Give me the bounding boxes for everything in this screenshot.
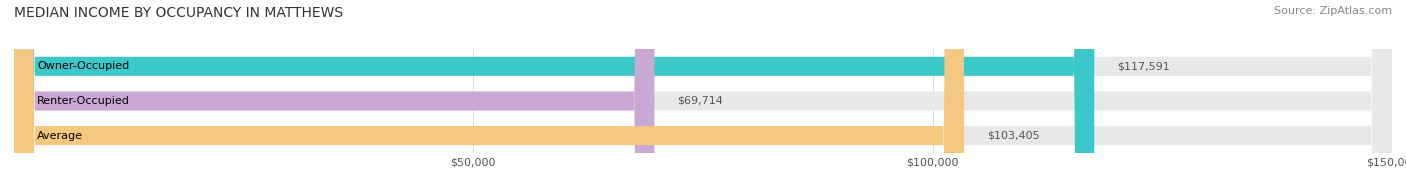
Text: MEDIAN INCOME BY OCCUPANCY IN MATTHEWS: MEDIAN INCOME BY OCCUPANCY IN MATTHEWS [14,6,343,20]
Text: Owner-Occupied: Owner-Occupied [37,61,129,71]
Text: $69,714: $69,714 [678,96,723,106]
FancyBboxPatch shape [14,0,1392,196]
FancyBboxPatch shape [14,0,1392,196]
Text: Renter-Occupied: Renter-Occupied [37,96,129,106]
FancyBboxPatch shape [14,0,1094,196]
Text: $103,405: $103,405 [987,131,1039,141]
Text: $117,591: $117,591 [1118,61,1170,71]
Text: Average: Average [37,131,83,141]
FancyBboxPatch shape [14,0,1392,196]
Text: Source: ZipAtlas.com: Source: ZipAtlas.com [1274,6,1392,16]
FancyBboxPatch shape [14,0,965,196]
FancyBboxPatch shape [14,0,654,196]
